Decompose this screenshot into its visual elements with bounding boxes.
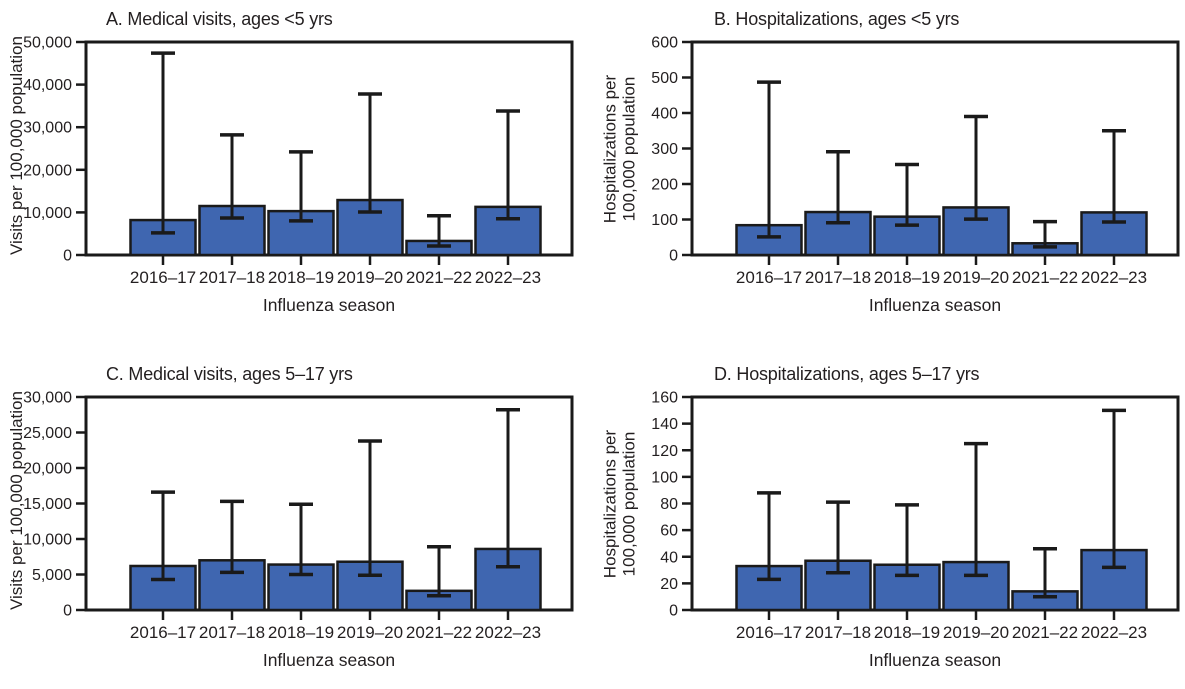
panel-d-y-axis-label: Hospitalizations per 100,000 population <box>600 429 638 578</box>
panel-a: 0 10,000 20,000 30,000 40,000 50,000 2016–17 20… <box>0 0 592 330</box>
panel-b: 0 100 200 300 400 500 600 2016–17 2017–18 2018–19… <box>592 0 1185 330</box>
y-tick-label: 500 <box>651 70 678 87</box>
x-tick-label: 2017–18 <box>805 268 871 287</box>
y-tick-label: 140 <box>651 416 678 433</box>
panel-d-chart: 0 20 40 60 80 100 120 140 160 2016–17 2017–18 2018–… <box>651 390 1180 642</box>
y-tick-label: 600 <box>651 35 678 52</box>
bar <box>804 559 872 612</box>
panel-c: 0 5,000 10,000 15,000 20,000 25,000 30,000 2016… <box>0 355 592 689</box>
y-tick-label: 50,000 <box>23 35 72 52</box>
x-tick-label: 2019–20 <box>337 268 403 287</box>
panel-b-x-axis-label: Influenza season <box>868 295 1002 315</box>
panel-d: 0 20 40 60 80 100 120 140 160 2016–17 2017–18 2018–… <box>592 355 1185 689</box>
x-tick-label: 2017–18 <box>199 623 265 642</box>
y-tick-label: 0 <box>63 248 72 265</box>
x-tick-label: 2022–23 <box>475 268 541 287</box>
x-tick-label: 2019–20 <box>943 623 1009 642</box>
x-tick-label: 2021–22 <box>1012 268 1078 287</box>
y-tick-label: 400 <box>651 106 678 123</box>
panel-d-title: D. Hospitalizations, ages 5–17 yrs <box>714 364 980 384</box>
panel-c-title: C. Medical visits, ages 5–17 yrs <box>106 364 353 384</box>
y-tick-label: 80 <box>660 496 678 513</box>
x-tick-label: 2017–18 <box>805 623 871 642</box>
panel-c-x-axis-label: Influenza season <box>262 650 396 670</box>
y-tick-label: 5,000 <box>32 567 72 584</box>
y-tick-label: 15,000 <box>23 496 72 513</box>
panel-a-y-axis-label: Visits per 100,000 population <box>6 36 26 255</box>
panel-c-chart: 0 5,000 10,000 15,000 20,000 25,000 30,000 2016… <box>23 390 574 642</box>
x-tick-label: 2022–23 <box>475 623 541 642</box>
x-tick-label: 2022–23 <box>1081 268 1147 287</box>
x-tick-label: 2021–22 <box>406 623 472 642</box>
y-tick-label: 20 <box>660 576 678 593</box>
panel-c-y-axis-label: Visits per 100,000 population <box>6 391 26 610</box>
panel-a-x-axis-label: Influenza season <box>262 295 396 315</box>
y-tick-label: 40,000 <box>23 77 72 94</box>
panel-a-title: A. Medical visits, ages <5 yrs <box>106 9 333 29</box>
y-tick-label: 0 <box>669 603 678 620</box>
x-tick-label: 2018–19 <box>268 623 334 642</box>
y-tick-label: 0 <box>63 603 72 620</box>
y-tick-label: 25,000 <box>23 425 72 442</box>
x-tick-label: 2018–19 <box>874 268 940 287</box>
x-tick-label: 2016–17 <box>736 623 802 642</box>
y-tick-label: 10,000 <box>23 205 72 222</box>
y-tick-label: 200 <box>651 177 678 194</box>
x-tick-label: 2016–17 <box>130 268 196 287</box>
x-tick-label: 2017–18 <box>199 268 265 287</box>
y-tick-label: 30,000 <box>23 390 72 407</box>
panel-b-y-axis-label: Hospitalizations per 100,000 population <box>600 74 638 223</box>
y-tick-label: 60 <box>660 523 678 540</box>
panel-d-x-axis-label: Influenza season <box>868 650 1002 670</box>
x-tick-label: 2018–19 <box>268 268 334 287</box>
x-tick-label: 2018–19 <box>874 623 940 642</box>
y-tick-label: 20,000 <box>23 461 72 478</box>
y-tick-label: 120 <box>651 443 678 460</box>
x-tick-label: 2021–22 <box>1012 623 1078 642</box>
y-tick-label: 300 <box>651 141 678 158</box>
x-tick-label: 2016–17 <box>130 623 196 642</box>
y-tick-label: 100 <box>651 469 678 486</box>
y-tick-label: 100 <box>651 212 678 229</box>
y-tick-label: 0 <box>669 248 678 265</box>
panel-b-chart: 0 100 200 300 400 500 600 2016–17 2017–18 2018–19… <box>651 35 1180 287</box>
x-tick-label: 2022–23 <box>1081 623 1147 642</box>
y-tick-label: 10,000 <box>23 532 72 549</box>
y-tick-label: 20,000 <box>23 162 72 179</box>
y-tick-label: 160 <box>651 390 678 407</box>
x-tick-label: 2019–20 <box>337 623 403 642</box>
y-tick-label: 30,000 <box>23 120 72 137</box>
x-tick-label: 2021–22 <box>406 268 472 287</box>
x-tick-label: 2019–20 <box>943 268 1009 287</box>
y-tick-label: 40 <box>660 549 678 566</box>
panel-b-title: B. Hospitalizations, ages <5 yrs <box>714 9 960 29</box>
x-tick-label: 2016–17 <box>736 268 802 287</box>
